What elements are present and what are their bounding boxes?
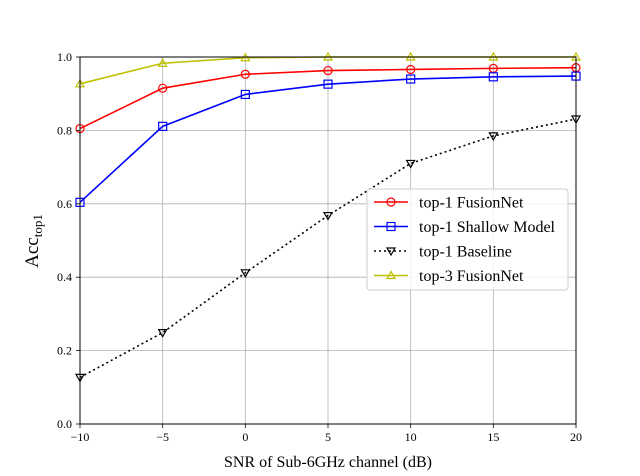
- y-tick-label: 0.0: [57, 417, 72, 431]
- x-tick-label: 0: [242, 430, 248, 444]
- legend-marker: [385, 270, 397, 280]
- data-point: [240, 269, 251, 279]
- x-tick-label: 15: [487, 430, 499, 444]
- legend-marker: [386, 197, 396, 207]
- data-point: [240, 69, 250, 79]
- legend-item: top-3 FusionNet: [374, 268, 524, 285]
- x-tick-label: 20: [570, 430, 582, 444]
- data-point: [323, 65, 333, 76]
- data-point: [405, 159, 416, 169]
- y-axis-label-subscript: top1: [30, 214, 45, 237]
- legend-label: top-1 Shallow Model: [419, 219, 556, 236]
- y-tick-label: 0.8: [57, 123, 72, 137]
- legend-box: [366, 188, 569, 291]
- data-point: [488, 72, 498, 82]
- y-tick-label: 0.2: [57, 344, 72, 358]
- y-tick-label: 0.6: [57, 197, 72, 211]
- y-tick-label: 0.4: [57, 270, 72, 284]
- data-point: [406, 64, 416, 75]
- data-point: [157, 58, 168, 67]
- series-3: [74, 115, 582, 383]
- y-axis-label: Acctop1: [22, 214, 45, 268]
- data-point: [240, 89, 250, 100]
- legend-label: top-1 Baseline: [419, 244, 512, 261]
- data-point: [158, 83, 168, 93]
- x-tick-label: −10: [71, 430, 90, 444]
- data-point: [322, 211, 334, 221]
- legend-item: top-1 Baseline: [374, 244, 512, 261]
- legend-marker: [386, 221, 396, 232]
- legend-item: top-1 FusionNet: [374, 195, 524, 212]
- legend-marker: [385, 247, 397, 257]
- series-line: [79, 75, 577, 203]
- axis-ticks: −10 −5 0 5 10 15 20 0.0 0.2 0.4 0.6 0.8 1.0: [57, 50, 582, 444]
- legend-item: top-1 Shallow Model: [374, 219, 556, 236]
- x-tick-label: 10: [405, 430, 417, 444]
- data-point: [406, 74, 416, 84]
- legend-label: top-3 FusionNet: [419, 268, 524, 285]
- data-point: [157, 329, 168, 338]
- series-line: [79, 66, 577, 130]
- legend-label: top-1 FusionNet: [419, 195, 524, 212]
- data-point: [323, 79, 333, 89]
- x-tick-label: 5: [325, 430, 331, 444]
- y-tick-label: 1.0: [57, 50, 72, 64]
- data-point: [158, 121, 168, 131]
- x-tick-label: −5: [156, 430, 169, 444]
- series-line: [79, 118, 577, 379]
- x-axis-label: SNR of Sub-6GHz channel (dB): [224, 454, 432, 471]
- y-axis-label-main: Acc: [22, 237, 43, 268]
- legend: top-1 FusionNet top-1 Shallow Model top-1 …: [366, 188, 569, 291]
- data-point: [488, 132, 499, 142]
